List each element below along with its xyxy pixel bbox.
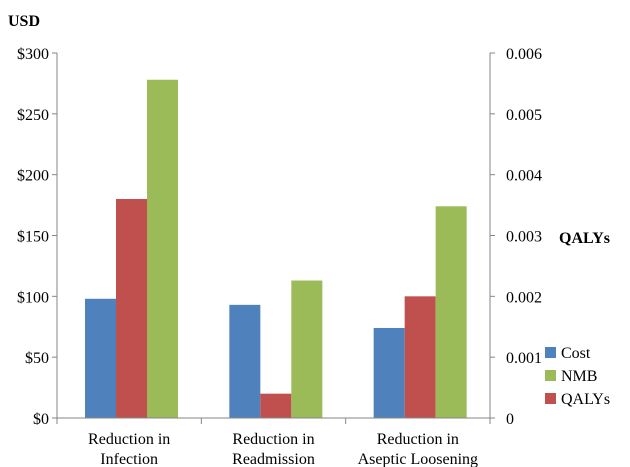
bar-qalys-1 <box>116 199 147 418</box>
y-right-axis-title: QALYs <box>559 230 610 247</box>
bar-nmb-2 <box>291 280 323 418</box>
legend-label-nmb: NMB <box>561 368 597 385</box>
y-left-axis-title: USD <box>8 13 40 30</box>
bar-cost-2 <box>229 304 261 418</box>
y-left-tick-label: $250 <box>17 107 49 124</box>
y-left-tick-label: $100 <box>17 289 49 306</box>
y-left-tick-label: $200 <box>17 168 49 185</box>
legend-label-cost: Cost <box>561 345 591 362</box>
legend-swatch-nmb <box>545 370 556 381</box>
legend-label-qalys: QALYs <box>561 391 610 408</box>
bar-cost-3 <box>373 327 405 418</box>
x-tick-label: Reduction in <box>232 431 314 448</box>
y-right-tick-label: 0.006 <box>506 46 542 63</box>
legend-swatch-cost <box>545 347 556 358</box>
x-tick-label: Reduction in <box>377 431 459 448</box>
bar-nmb-3 <box>435 206 467 418</box>
legend: Cost NMB QALYs <box>545 345 610 408</box>
y-right-tick-label: 0.001 <box>506 350 542 367</box>
y-right-tick-label: 0.004 <box>506 168 542 185</box>
bar-cost-1 <box>85 298 116 418</box>
y-left-tick-label: $150 <box>17 229 49 246</box>
plot-area: $0 $50 $100 $150 $200 $250 $300 0 0.001 0.002 0.00… <box>17 46 542 467</box>
y-right-tick-label: 0.002 <box>506 289 542 306</box>
y-left-tick-label: $300 <box>17 46 49 63</box>
legend-swatch-qalys <box>545 393 556 404</box>
y-right-tick-label: 0.005 <box>506 107 542 124</box>
y-left-tick-label: $50 <box>25 350 49 367</box>
x-tick-label: Readmission <box>232 451 315 467</box>
x-tick-label: Reduction in <box>88 431 170 448</box>
y-left-tick-label: $0 <box>33 411 49 428</box>
bar-nmb-1 <box>147 79 178 419</box>
bar-qalys-2 <box>260 393 292 418</box>
x-tick-label: Infection <box>100 451 158 467</box>
bar-qalys-3 <box>404 296 436 418</box>
y-right-tick-label: 0.003 <box>506 229 542 246</box>
x-tick-label: Aseptic Loosening <box>358 451 478 467</box>
y-right-tick-label: 0 <box>506 411 514 428</box>
